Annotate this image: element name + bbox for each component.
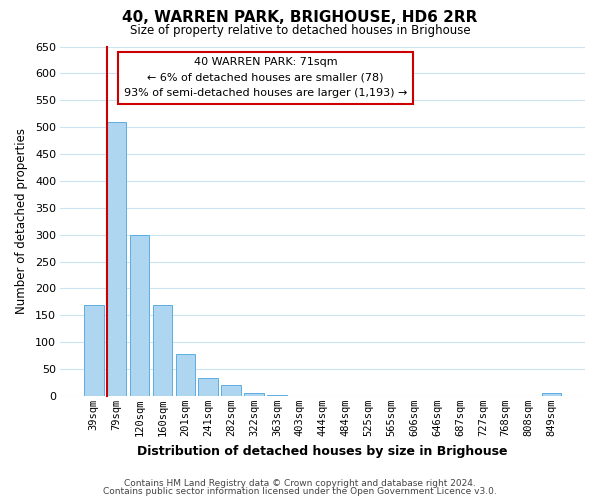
Text: Contains public sector information licensed under the Open Government Licence v3: Contains public sector information licen… bbox=[103, 488, 497, 496]
Bar bbox=[267, 395, 287, 396]
Bar bbox=[221, 385, 241, 396]
Text: 40, WARREN PARK, BRIGHOUSE, HD6 2RR: 40, WARREN PARK, BRIGHOUSE, HD6 2RR bbox=[122, 10, 478, 25]
Bar bbox=[84, 304, 104, 396]
Text: 40 WARREN PARK: 71sqm
← 6% of detached houses are smaller (78)
93% of semi-detac: 40 WARREN PARK: 71sqm ← 6% of detached h… bbox=[124, 58, 407, 98]
Bar bbox=[130, 234, 149, 396]
X-axis label: Distribution of detached houses by size in Brighouse: Distribution of detached houses by size … bbox=[137, 444, 508, 458]
Bar bbox=[176, 354, 195, 396]
Y-axis label: Number of detached properties: Number of detached properties bbox=[15, 128, 28, 314]
Text: Contains HM Land Registry data © Crown copyright and database right 2024.: Contains HM Land Registry data © Crown c… bbox=[124, 478, 476, 488]
Bar bbox=[153, 304, 172, 396]
Bar bbox=[199, 378, 218, 396]
Bar bbox=[107, 122, 127, 396]
Text: Size of property relative to detached houses in Brighouse: Size of property relative to detached ho… bbox=[130, 24, 470, 37]
Bar bbox=[542, 393, 561, 396]
Bar bbox=[244, 393, 264, 396]
